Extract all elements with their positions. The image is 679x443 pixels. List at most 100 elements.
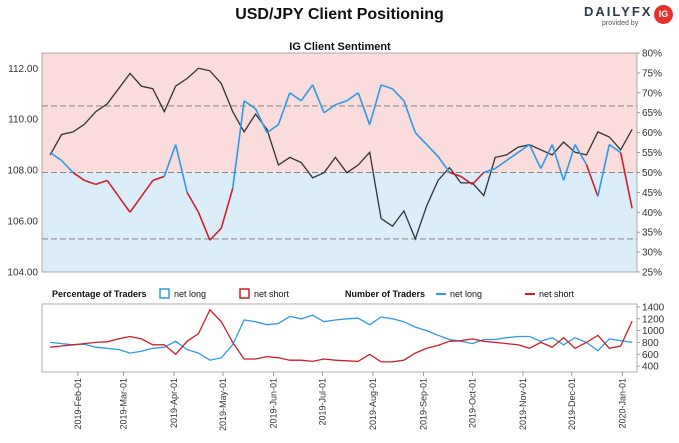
- logo-text: DAILYFX: [584, 4, 653, 19]
- sentiment-segment: [254, 108, 268, 133]
- sentiment-segment: [277, 92, 291, 125]
- lower-tick-label: 400: [642, 362, 659, 373]
- sentiment-segment: [95, 179, 108, 186]
- price-tick-label: 112.00: [8, 64, 38, 75]
- sentiment-segment: [140, 179, 154, 197]
- legend-pct-short-swatch: [239, 288, 250, 299]
- lower-tick-label: 1400: [642, 302, 665, 313]
- sentiment-segment: [528, 144, 542, 169]
- sentiment-segment: [186, 191, 200, 213]
- sentiment-segment: [380, 84, 393, 90]
- x-tick-label: 2019-Dec-01: [567, 378, 577, 430]
- sentiment-segment: [391, 88, 405, 102]
- legend-number-head: Number of Traders: [345, 289, 425, 299]
- lower-net-short-line: [50, 308, 633, 363]
- main-panel: 112.00 110.00 108.00 106.00 104.00 80% 75% 70%…: [7, 49, 662, 279]
- price-tick-label: 108.00: [7, 166, 38, 177]
- x-tick-label: 2019-Apr-01: [169, 378, 179, 428]
- lower-tick-label: 800: [642, 338, 659, 349]
- price-tick-label: 106.00: [7, 217, 38, 228]
- sentiment-segment: [231, 100, 245, 189]
- sentiment-segment: [357, 92, 371, 125]
- sentiment-segment: [72, 171, 85, 182]
- sentiment-segment: [266, 124, 279, 134]
- x-tick-label: 2019-Feb-01: [73, 378, 83, 430]
- sentiment-tick-label: 65%: [642, 108, 662, 119]
- sentiment-segment: [152, 175, 165, 182]
- sentiment-tick-label: 80%: [642, 49, 662, 60]
- sentiment-tick-label: 40%: [642, 208, 662, 219]
- sentiment-segment: [84, 179, 97, 186]
- sentiment-segment: [197, 211, 211, 241]
- sentiment-segment: [517, 143, 530, 154]
- sentiment-segment: [460, 175, 473, 186]
- lower-net-long-line: [50, 314, 633, 361]
- sentiment-tick-label: 30%: [642, 248, 662, 259]
- bg-net-short-zone: [42, 53, 637, 173]
- x-tick-label: 2019-Jun-01: [268, 378, 278, 429]
- sentiment-segment: [426, 144, 439, 158]
- sentiment-tick-label: 35%: [642, 228, 662, 239]
- sentiment-tick-label: 50%: [642, 168, 662, 179]
- panel-title: IG Client Sentiment: [289, 41, 391, 53]
- sentiment-segment: [449, 171, 462, 178]
- chart-title: USD/JPY Client Positioning: [235, 6, 444, 23]
- sentiment-segment: [117, 195, 131, 213]
- sentiment-segment: [619, 152, 633, 209]
- legend-pct-short: net short: [254, 289, 290, 299]
- sentiment-segment: [220, 188, 234, 229]
- lower-tick-label: 600: [642, 350, 659, 361]
- sentiment-axis: 80% 75% 70% 65% 60% 55% 50% 45% 40% 35% 30% 25%: [637, 49, 662, 279]
- lower-tick-label: 1200: [642, 314, 665, 325]
- sentiment-line: [49, 84, 633, 241]
- sentiment-segment: [289, 92, 302, 102]
- sentiment-segment: [471, 171, 485, 185]
- sentiment-segment: [562, 144, 576, 181]
- ig-badge-icon: IG: [654, 5, 673, 24]
- sentiment-segment: [60, 159, 74, 174]
- sentiment-segment: [368, 84, 382, 125]
- main-panel-frame: [41, 52, 638, 273]
- sentiment-segment: [300, 84, 314, 102]
- sentiment-segment: [106, 179, 120, 197]
- x-tick-label: 2019-Sep-01: [418, 378, 428, 430]
- x-tick-label: 2020-Jan-01: [617, 378, 627, 429]
- sentiment-segment: [49, 151, 63, 162]
- sentiment-tick-label: 55%: [642, 148, 662, 159]
- x-tick-label: 2019-Nov-01: [518, 378, 528, 430]
- sentiment-tick-label: 25%: [642, 268, 662, 279]
- legend: Percentage of Traders net long net short…: [52, 288, 575, 299]
- sentiment-segment: [403, 100, 417, 133]
- sentiment-tick-label: 70%: [642, 88, 662, 99]
- x-tick-label: 2019-May-01: [218, 378, 228, 431]
- sentiment-segment: [551, 144, 565, 181]
- bg-net-long-zone: [42, 172, 637, 272]
- price-tick-label: 104.00: [7, 268, 38, 279]
- sentiment-segment: [323, 104, 336, 114]
- sentiment-segment: [483, 167, 496, 174]
- lower-panel-frame: [41, 303, 638, 373]
- sentiment-segment: [540, 144, 553, 169]
- price-line: [49, 67, 633, 241]
- sentiment-segment: [335, 100, 348, 106]
- sentiment-segment: [414, 132, 428, 146]
- sentiment-segment: [243, 100, 257, 110]
- legend-pct-long-swatch: [159, 288, 170, 299]
- sentiment-segment: [506, 151, 519, 162]
- sentiment-segment: [574, 144, 588, 165]
- price-tick-label: 110.00: [8, 115, 38, 126]
- sentiment-tick-label: 75%: [642, 68, 662, 79]
- sentiment-segment: [209, 227, 222, 241]
- sentiment-tick-label: 60%: [642, 128, 662, 139]
- lower-panel-bg: [42, 304, 637, 372]
- logo-provided-by: provided by: [602, 20, 639, 27]
- price-axis: 112.00 110.00 108.00 106.00 104.00: [7, 64, 38, 279]
- sentiment-segment: [311, 84, 325, 114]
- legend-percentage-head: Percentage of Traders: [52, 289, 147, 299]
- sentiment-segment: [174, 144, 188, 193]
- x-tick-label: 2019-Oct-01: [467, 378, 477, 428]
- x-tick-label: 2019-Jul-01: [317, 378, 327, 426]
